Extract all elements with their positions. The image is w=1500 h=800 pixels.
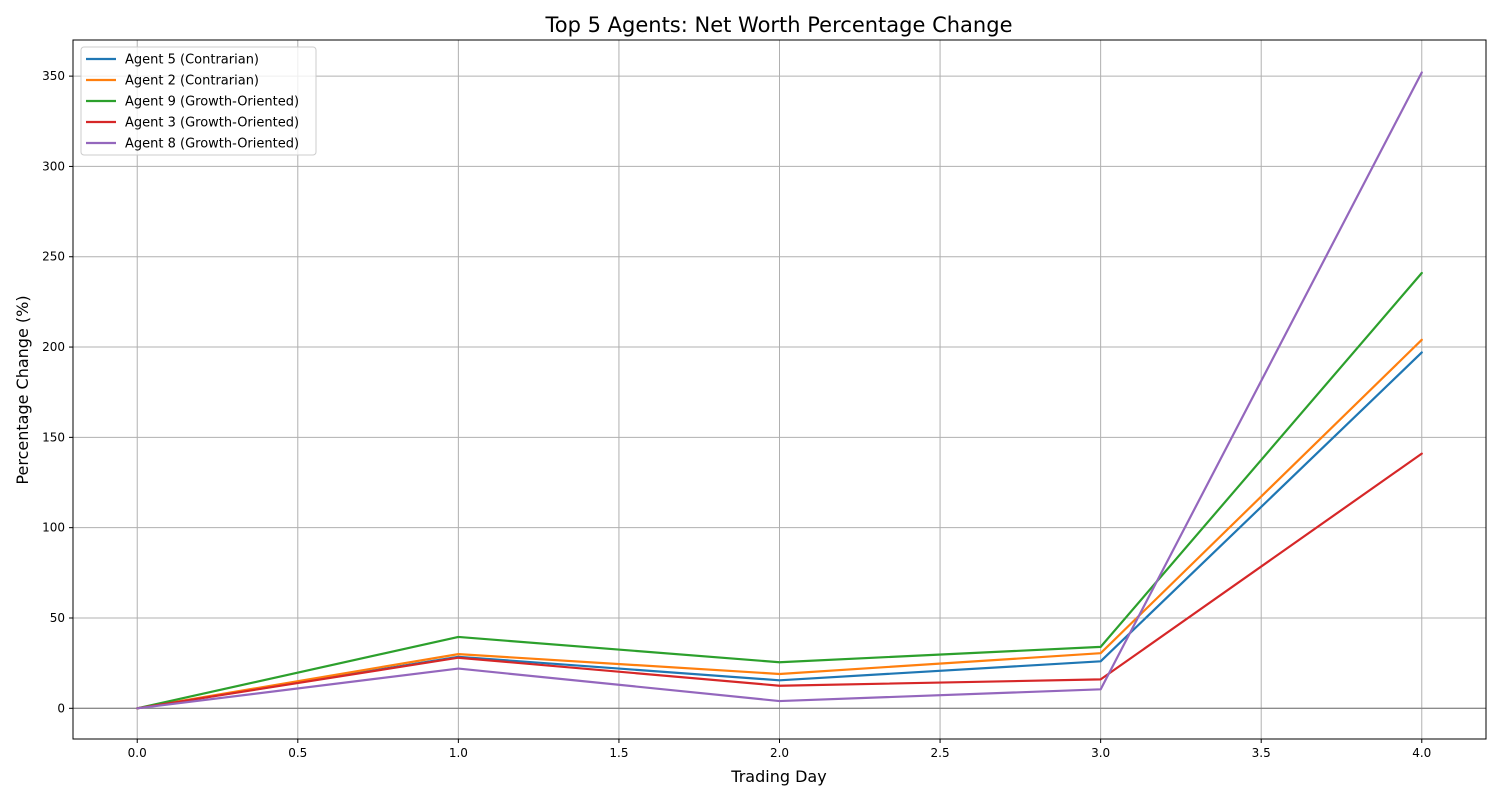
series-line-5	[136, 71, 1423, 710]
y-tick-label: 350	[42, 69, 65, 83]
legend-entry: Agent 2 (Contrarian)	[125, 74, 259, 89]
series-line-3	[136, 271, 1423, 710]
y-tick-label: 150	[42, 430, 65, 444]
y-axis: 0 50 100 150 200 250 300 350	[42, 69, 73, 715]
x-tick-label: 1.0	[449, 746, 468, 760]
x-tick-label: 2.5	[931, 746, 950, 760]
y-tick-label: 300	[42, 159, 65, 173]
legend-entry: Agent 8 (Growth-Oriented)	[125, 137, 299, 152]
series-line-4	[136, 452, 1423, 710]
legend-box	[80, 46, 317, 156]
series-line-2	[136, 338, 1423, 710]
x-tick-label: 1.5	[609, 746, 628, 760]
legend-entry: Agent 3 (Growth-Oriented)	[125, 116, 299, 131]
x-tick-label: 3.5	[1252, 746, 1271, 760]
legend-entry: Agent 5 (Contrarian)	[125, 53, 259, 68]
legend-entry: Agent 9 (Growth-Oriented)	[125, 95, 299, 110]
y-axis-label: Percentage Change (%)	[13, 295, 32, 484]
x-tick-label: 0.5	[288, 746, 307, 760]
y-tick-label: 250	[42, 250, 65, 264]
x-tick-label: 4.0	[1412, 746, 1431, 760]
legend: Agent 5 (Contrarian) Agent 2 (Contrarian)…	[80, 46, 317, 156]
series-group	[136, 71, 1423, 710]
y-tick-label: 50	[50, 611, 65, 625]
x-axis: 0.0 0.5 1.0 1.5 2.0 2.5 3.0 3.5 4.0	[128, 739, 1431, 760]
x-tick-label: 0.0	[128, 746, 147, 760]
x-tick-label: 3.0	[1091, 746, 1110, 760]
y-tick-label: 100	[42, 521, 65, 535]
x-tick-label: 2.0	[770, 746, 789, 760]
y-tick-label: 200	[42, 340, 65, 354]
chart-title: Top 5 Agents: Net Worth Percentage Chang…	[545, 13, 1013, 37]
y-tick-label: 0	[57, 701, 65, 715]
x-axis-label: Trading Day	[730, 767, 826, 786]
